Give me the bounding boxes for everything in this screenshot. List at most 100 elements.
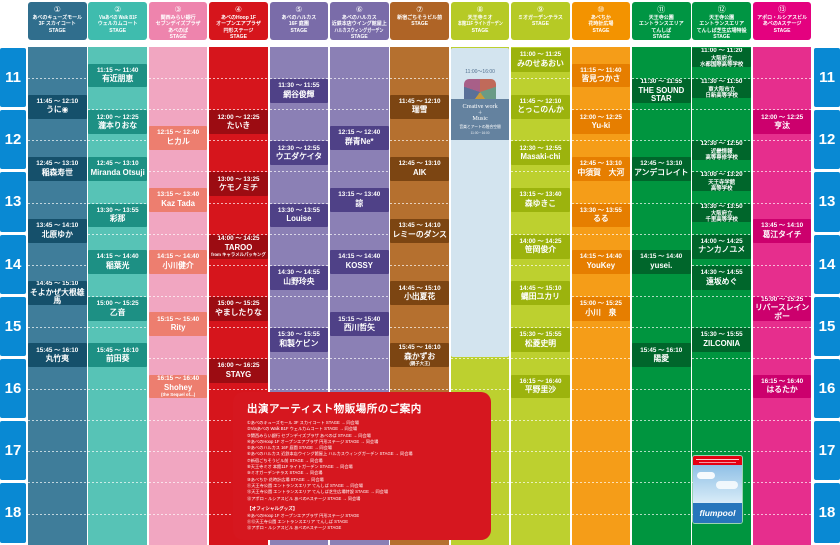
half-hour-line bbox=[148, 295, 208, 297]
half-hour-line bbox=[511, 140, 570, 142]
half-hour-line bbox=[269, 109, 329, 111]
stage-name-line: あべのハルカス bbox=[281, 14, 317, 21]
half-hour-line bbox=[390, 326, 449, 328]
act-name: yusei. bbox=[650, 260, 673, 270]
half-hour-line bbox=[752, 420, 812, 422]
act-cell: 15:15 ～ 15:40 Rity bbox=[148, 312, 208, 337]
half-hour-line bbox=[752, 513, 812, 515]
stage-name-line: あべのハルカス bbox=[341, 14, 377, 21]
stage-name-line: STAGE bbox=[109, 27, 127, 34]
half-hour-line bbox=[269, 233, 329, 235]
act-cell: 12:45 ～ 13:10 中須賀 大河 bbox=[571, 156, 631, 181]
half-hour-line bbox=[571, 202, 631, 204]
act-name: 大阪府立 bbox=[710, 211, 733, 218]
left-time-rail-hour: 13 bbox=[0, 172, 26, 232]
act-name: 葛江タイチ bbox=[762, 229, 802, 239]
act-name: るる bbox=[593, 214, 609, 224]
act-subname: 千里高等学校 bbox=[705, 217, 738, 223]
act-time: 12:45 ～ 13:10 bbox=[640, 160, 683, 168]
act-cell: 11:15 ～ 11:40 皆見つかさ bbox=[571, 63, 631, 88]
act-cell: 16:00 ～ 16:25 STAYG bbox=[209, 359, 268, 383]
half-hour-line bbox=[692, 451, 751, 453]
act-name: みのせあおい bbox=[517, 58, 564, 68]
act-time: 12:15 ～ 12:40 bbox=[338, 129, 381, 137]
stage-name-line: エントランスエリア bbox=[638, 21, 684, 28]
half-hour-line bbox=[209, 389, 268, 391]
stage-header: ⑨ ミオガーデンテラス STAGE bbox=[511, 2, 570, 40]
half-hour-line bbox=[511, 482, 570, 484]
act-cell: 11:00 ～ 11:20 大阪府立 水都国際高等学校 bbox=[692, 48, 751, 67]
act-time: 13:45 ～ 14:10 bbox=[36, 222, 79, 230]
half-hour-line bbox=[88, 482, 147, 484]
half-hour-line bbox=[511, 233, 570, 235]
act-cell: 12:45 ～ 13:10 AIK bbox=[390, 156, 449, 181]
half-hour-line bbox=[209, 233, 268, 235]
half-hour-line bbox=[632, 202, 691, 204]
half-hour-line bbox=[330, 78, 389, 80]
half-hour-line bbox=[632, 233, 691, 235]
stage-name-line: STAGE bbox=[350, 34, 368, 41]
act-name: 乙音 bbox=[109, 307, 126, 317]
half-hour-line bbox=[209, 171, 268, 173]
act-cell: 11:30 ～ 11:55 網谷俊輝 bbox=[269, 79, 329, 103]
act-time: 15:00 ～ 15:25 bbox=[761, 296, 804, 303]
merch-official-goods-line: ⑪⑫天王寺公園 エントランスエリア てんしば STAGE bbox=[247, 518, 349, 524]
act-cell: 14:15 ～ 14:40 YouKey bbox=[571, 250, 631, 275]
half-hour-line bbox=[148, 78, 208, 80]
half-hour-line bbox=[88, 326, 147, 328]
stage-header: ⑧ 天王寺ミオ 本館11F ライトガーデン STAGE bbox=[450, 2, 510, 40]
half-hour-line bbox=[28, 326, 87, 328]
act-name: 森かずお bbox=[404, 351, 436, 361]
half-hour-line bbox=[269, 389, 329, 391]
act-time: 15:30 ～ 15:55 bbox=[519, 331, 562, 339]
stage-number: ⑫ bbox=[717, 5, 726, 14]
half-hour-line bbox=[692, 202, 751, 204]
half-hour-line bbox=[571, 109, 631, 111]
act-time: 14:00 ～ 14:25 bbox=[519, 237, 562, 245]
act-time: 12:45 ～ 13:10 bbox=[579, 160, 622, 168]
act-time: 15:30 ～ 15:55 bbox=[700, 331, 743, 339]
act-name: 近畿情報 bbox=[710, 148, 733, 155]
half-hour-line bbox=[269, 358, 329, 359]
merch-info-section-title: 【オフィシャルグッズ】 bbox=[247, 505, 298, 511]
act-name: YouKey bbox=[586, 260, 616, 270]
act-time: 15:45 ～ 16:10 bbox=[398, 344, 441, 352]
stage-name-line: STAGE bbox=[713, 34, 731, 41]
half-hour-line bbox=[632, 482, 691, 484]
act-time: 14:00 ～ 14:25 bbox=[217, 235, 260, 243]
act-time: 14:15 ～ 14:40 bbox=[579, 253, 622, 261]
half-hour-line bbox=[571, 295, 631, 297]
act-name: 群青Ne* bbox=[344, 136, 374, 146]
act-cell: 14:00 ～ 14:25 TAROO from キャラメルパッキング bbox=[209, 234, 268, 259]
act-time: 15:00 ～ 15:25 bbox=[579, 300, 622, 308]
act-cell: 13:15 ～ 13:40 Kaz Tada bbox=[148, 187, 208, 212]
half-hour-line bbox=[752, 202, 812, 204]
act-name: 陽愛 bbox=[653, 354, 670, 364]
act-time: 14:45 ～ 15:10 bbox=[36, 281, 79, 288]
half-hour-line bbox=[571, 420, 631, 422]
stage-number: ④ bbox=[234, 5, 243, 14]
act-cell: 12:00 ～ 12:25 瀧本りおな bbox=[88, 110, 147, 135]
act-name: Yu-ki bbox=[591, 121, 611, 131]
half-hour-line bbox=[511, 451, 570, 453]
act-cell: 12:00 ～ 12:25 Yu-ki bbox=[571, 110, 631, 135]
half-hour-line bbox=[209, 358, 268, 359]
merch-info-title: 出演アーティスト物販場所のご案内 bbox=[247, 403, 422, 415]
stage-name-line: 花時計広場 bbox=[588, 21, 614, 28]
right-time-rail-hour: 15 bbox=[814, 296, 840, 356]
stage-name-line: ハルカスウィングガーデン bbox=[334, 27, 384, 34]
act-name: やましたりな bbox=[215, 307, 262, 317]
half-hour-line bbox=[632, 389, 691, 391]
half-hour-line bbox=[511, 513, 570, 515]
act-time: 11:00 ～ 11:20 bbox=[701, 48, 743, 55]
act-name: 網谷俊輝 bbox=[283, 89, 315, 99]
act-cell: 15:15 ～ 15:40 西川哲矢 bbox=[330, 312, 389, 337]
act-time: 12:45 ～ 13:10 bbox=[36, 160, 79, 168]
act-time: 13:00 ～ 13:20 bbox=[700, 172, 743, 179]
stage-number: ⑩ bbox=[597, 5, 605, 14]
half-hour-line bbox=[390, 140, 449, 142]
act-name: 小川 泉 bbox=[585, 307, 617, 317]
act-cell: 16:15 ～ 16:40 平野里沙 bbox=[511, 374, 570, 399]
act-cell: 15:00 ～ 15:25 乙音 bbox=[88, 296, 147, 321]
act-time: 11:30 ～ 11:55 bbox=[640, 79, 682, 86]
